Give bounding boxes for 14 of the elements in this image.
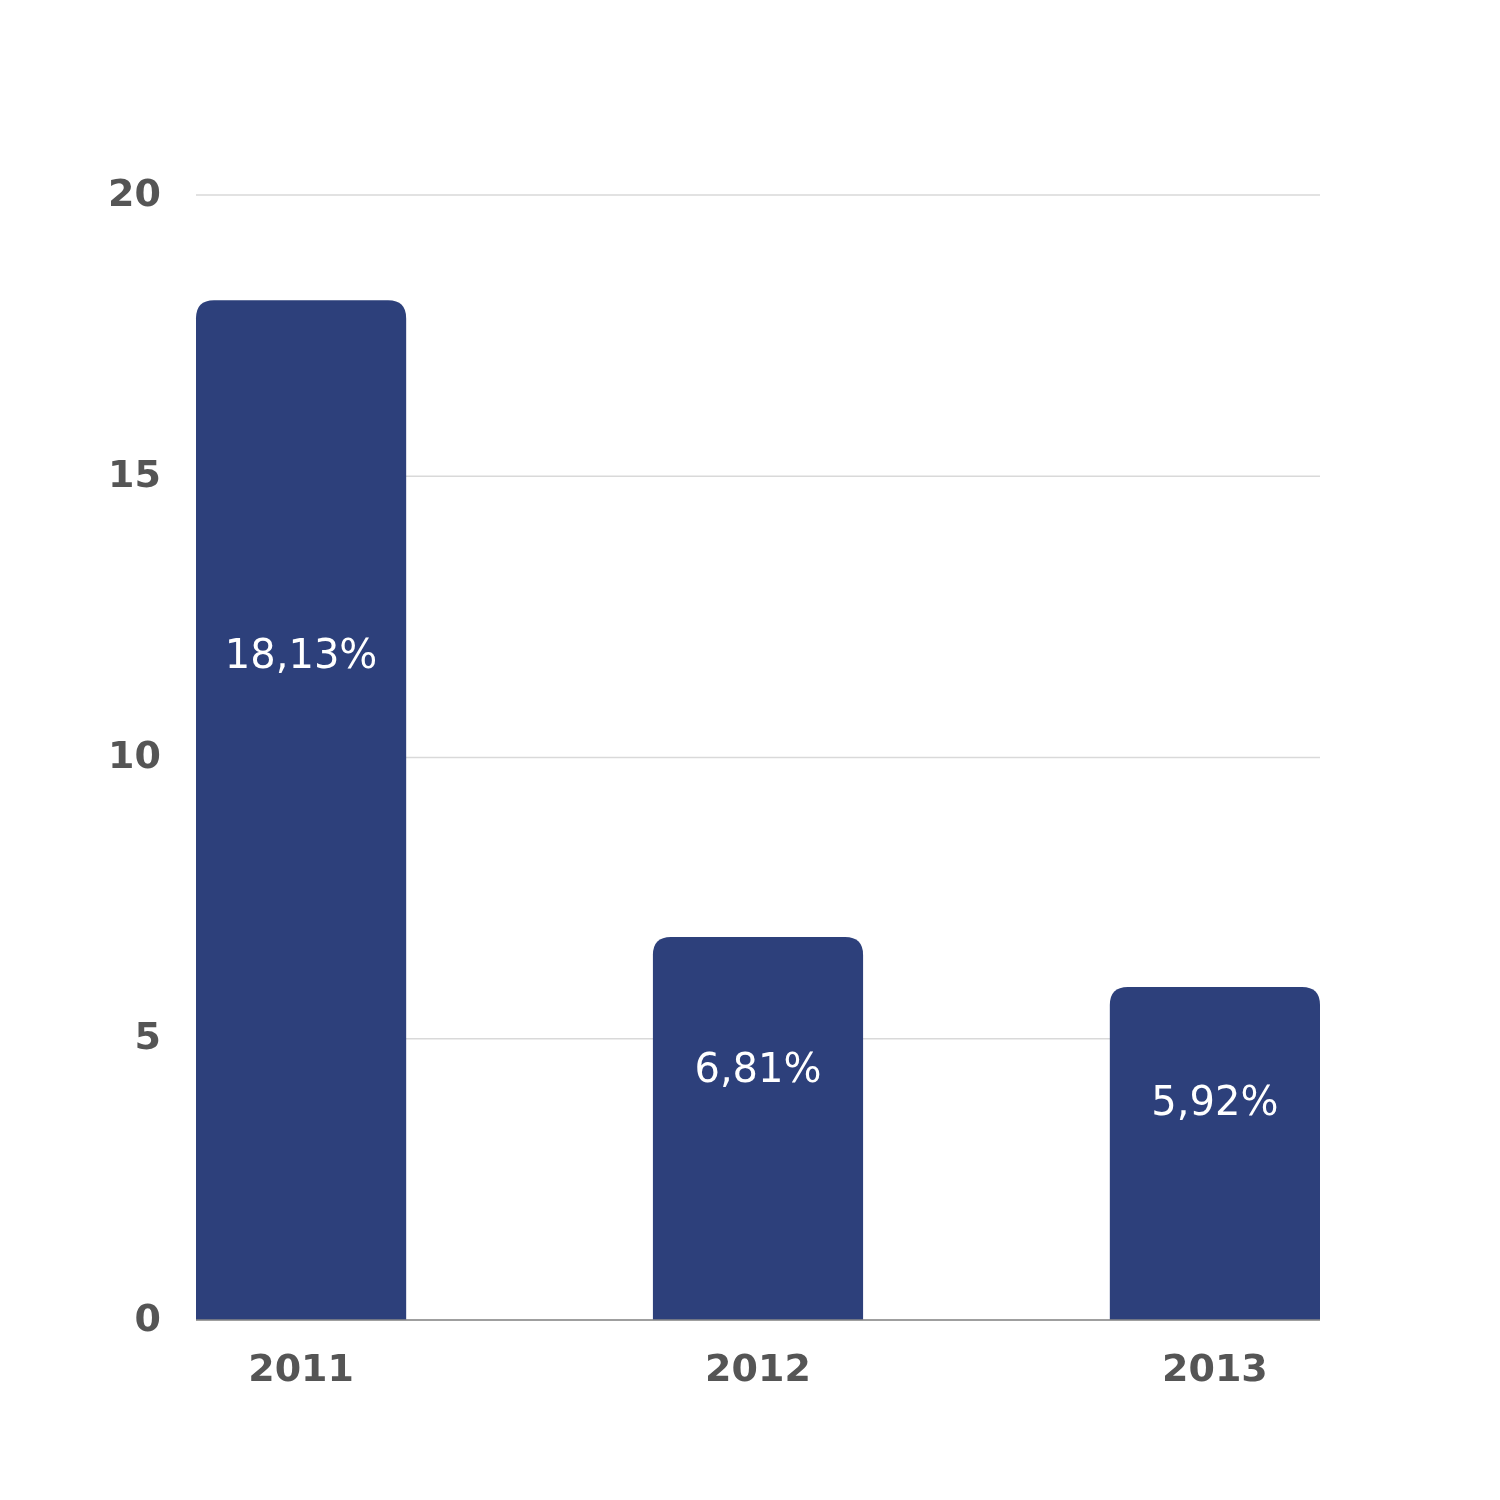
data-label: 18,13% <box>224 631 378 678</box>
x-tick-label: 2011 <box>248 1345 354 1390</box>
x-tick-label: 2013 <box>1162 1345 1268 1390</box>
x-tick-label: 2012 <box>705 1345 811 1390</box>
y-tick-label: 15 <box>108 451 161 496</box>
y-tick-label: 10 <box>108 733 161 777</box>
y-tick-label: 0 <box>134 1295 161 1340</box>
y-tick-label: 20 <box>108 170 161 215</box>
y-tick-label: 5 <box>134 1014 161 1059</box>
bar <box>652 936 864 1320</box>
bar <box>196 300 407 1320</box>
data-label: 6,81% <box>694 1045 822 1092</box>
data-label: 5,92% <box>1151 1077 1279 1124</box>
bar <box>1109 987 1320 1320</box>
